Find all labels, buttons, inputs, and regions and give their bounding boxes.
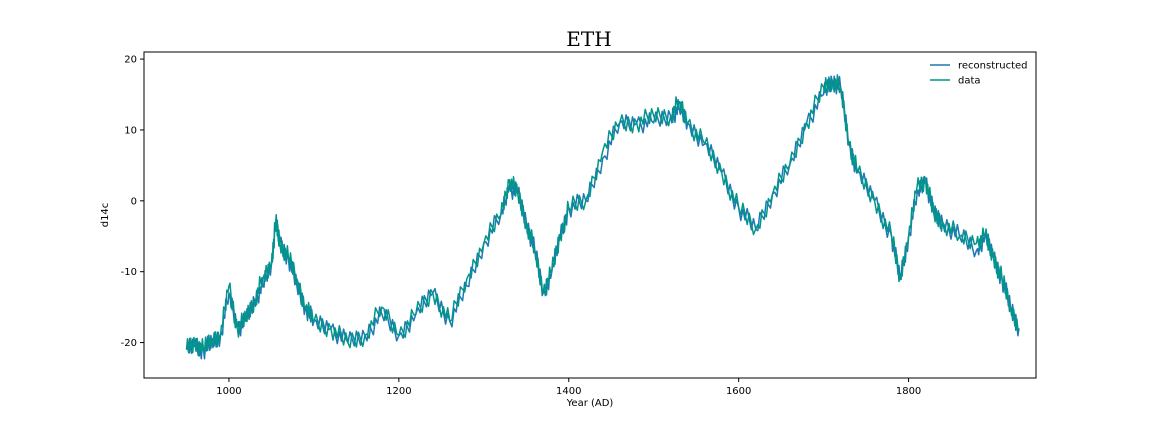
legend-label-reconstructed: reconstructed bbox=[958, 61, 1028, 72]
x-tick-label: 1800 bbox=[896, 386, 921, 397]
legend-label-data: data bbox=[958, 76, 981, 87]
y-tick-label: -10 bbox=[121, 267, 137, 278]
x-tick-label: 1000 bbox=[216, 386, 241, 397]
x-tick-label: 1600 bbox=[726, 386, 751, 397]
x-axis-label: Year (AD) bbox=[566, 398, 614, 409]
y-tick-label: 10 bbox=[124, 125, 137, 136]
plot-area bbox=[143, 51, 1037, 379]
x-axis-ticks: 1000 1200 1400 1600 1800 bbox=[216, 378, 921, 397]
y-tick-label: 20 bbox=[124, 55, 137, 66]
y-axis-label: d14c bbox=[100, 203, 111, 228]
legend: reconstructed data bbox=[930, 61, 1028, 87]
series-line-data bbox=[185, 74, 1020, 357]
y-tick-label: 0 bbox=[131, 196, 137, 207]
x-tick-label: 1400 bbox=[556, 386, 581, 397]
chart-title: ETH bbox=[566, 27, 611, 51]
y-tick-label: -20 bbox=[121, 338, 137, 349]
series-layer bbox=[185, 74, 1020, 360]
x-tick-label: 1200 bbox=[386, 386, 411, 397]
y-axis-ticks: -20 -10 0 10 20 bbox=[121, 55, 144, 349]
